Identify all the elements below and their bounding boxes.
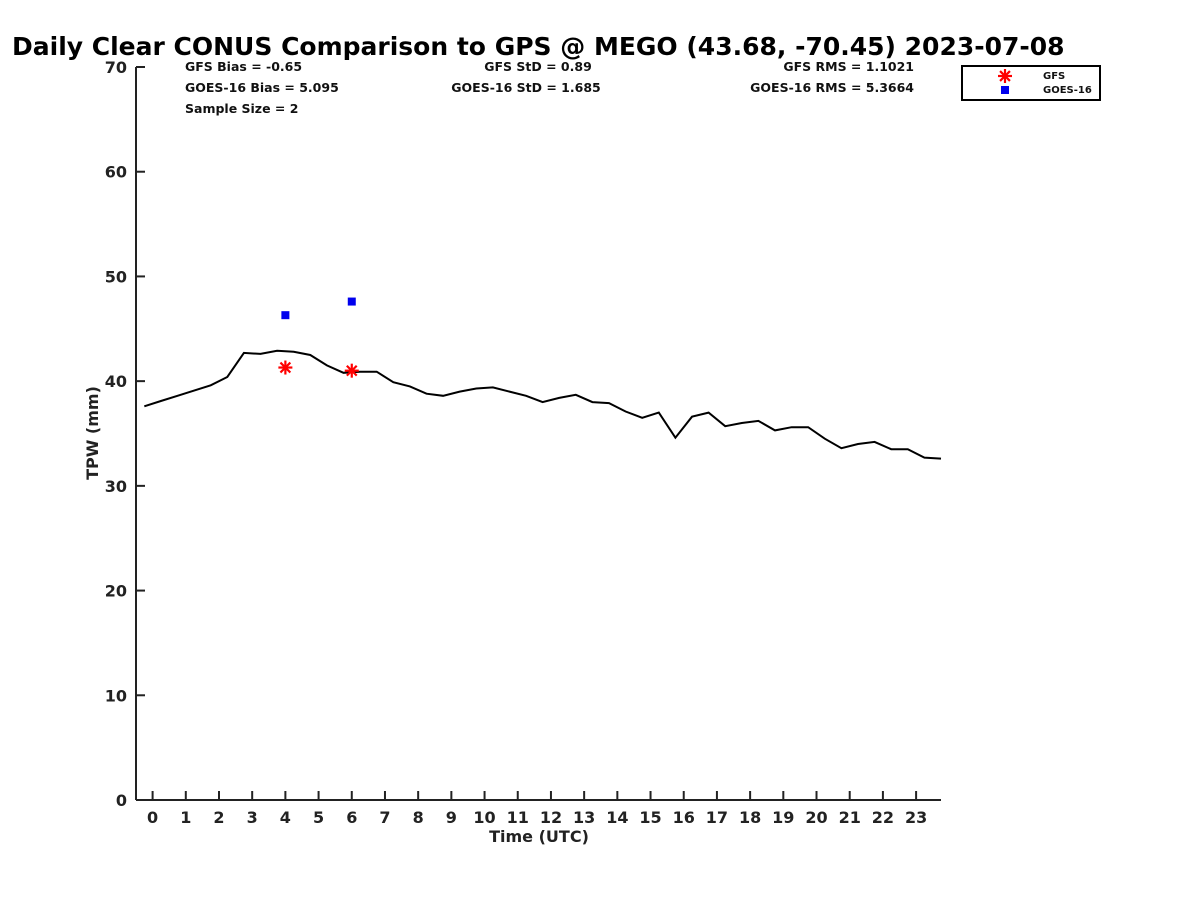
x-tick-label: 4 <box>280 808 291 827</box>
x-tick-label: 18 <box>739 808 761 827</box>
goes-bias-stat: GOES-16 Bias = 5.095 <box>185 80 339 95</box>
chart-title: Daily Clear CONUS Comparison to GPS @ ME… <box>12 32 1065 61</box>
y-tick-label: 30 <box>105 477 127 496</box>
legend-gfs-label: GFS <box>1043 71 1065 82</box>
x-tick-label: 5 <box>313 808 324 827</box>
legend-gfs-marker <box>998 69 1012 83</box>
x-tick-label: 3 <box>247 808 258 827</box>
goes16-point <box>281 311 290 320</box>
x-tick-label: 17 <box>706 808 728 827</box>
x-tick-label: 22 <box>872 808 894 827</box>
x-tick-label: 16 <box>673 808 695 827</box>
x-tick-label: 10 <box>473 808 495 827</box>
x-tick-label: 1 <box>180 808 191 827</box>
goes16-point <box>347 297 356 306</box>
y-tick-label: 50 <box>105 267 127 286</box>
x-tick-label: 0 <box>147 808 158 827</box>
y-tick-label: 40 <box>105 372 127 391</box>
x-tick-label: 13 <box>573 808 595 827</box>
x-tick-label: 14 <box>606 808 628 827</box>
x-tick-label: 11 <box>507 808 529 827</box>
gfs-point <box>278 360 293 375</box>
x-tick-label: 8 <box>413 808 424 827</box>
gps-tpw-line <box>143 349 942 460</box>
legend: GFS GOES-16 <box>961 65 1101 101</box>
x-tick-label: 9 <box>446 808 457 827</box>
goes-std-stat: GOES-16 StD = 1.685 <box>451 80 600 95</box>
gfs-point <box>344 363 359 378</box>
sample-size-stat: Sample Size = 2 <box>185 101 298 116</box>
y-tick-label: 0 <box>116 791 127 810</box>
x-tick-label: 12 <box>540 808 562 827</box>
x-axis-ticks: 0 1 2 3 4 5 6 7 8 9 10 11 12 13 14 15 16 17 18 19 20 21 22 23 <box>147 791 927 827</box>
x-tick-label: 7 <box>379 808 390 827</box>
gfs-std-stat: GFS StD = 0.89 <box>484 59 592 74</box>
y-axis-ticks: 0 10 20 30 40 50 60 70 <box>105 58 145 810</box>
legend-goes-square-icon <box>1001 86 1009 94</box>
legend-gfs-asterisk-icon <box>998 69 1012 83</box>
gps-series-layer <box>143 349 942 460</box>
x-tick-label: 6 <box>346 808 357 827</box>
x-tick-label: 15 <box>639 808 661 827</box>
legend-goes-label: GOES-16 <box>1043 85 1092 96</box>
y-tick-label: 20 <box>105 582 127 601</box>
legend-box <box>961 65 1101 101</box>
gfs-rms-stat: GFS RMS = 1.1021 <box>783 59 914 74</box>
x-tick-label: 19 <box>772 808 794 827</box>
x-tick-label: 21 <box>839 808 861 827</box>
y-tick-label: 70 <box>105 58 127 77</box>
legend-goes-marker <box>1001 86 1009 94</box>
gfs-bias-stat: GFS Bias = -0.65 <box>185 59 302 74</box>
x-axis-label: Time (UTC) <box>489 827 589 846</box>
y-tick-label: 10 <box>105 686 127 705</box>
plot-axes <box>135 67 941 801</box>
marker-series-layer <box>278 297 359 378</box>
y-axis-label: TPW (mm) <box>83 386 102 480</box>
x-tick-label: 20 <box>805 808 827 827</box>
y-tick-label: 60 <box>105 163 127 182</box>
x-tick-label: 23 <box>905 808 927 827</box>
x-tick-label: 2 <box>213 808 224 827</box>
goes-rms-stat: GOES-16 RMS = 5.3664 <box>750 80 914 95</box>
